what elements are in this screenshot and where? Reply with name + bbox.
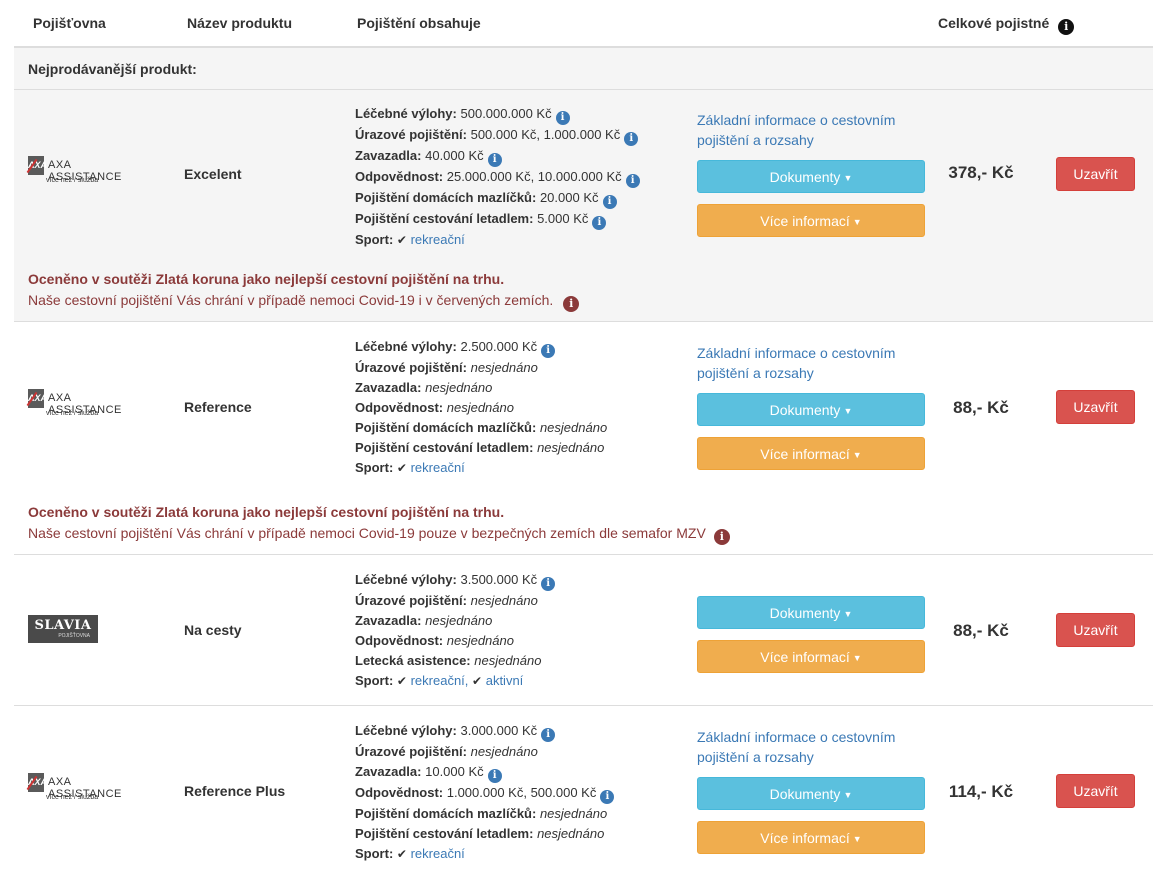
close-contract-button[interactable]: Uzavřít [1056,774,1135,808]
covid-note: Naše cestovní pojištění Vás chrání v pří… [28,290,580,312]
coverage-list: Léčebné výlohy: 3.500.000 Kč i Úrazové po… [355,570,556,691]
product-name: Na cesty [184,622,242,638]
check-icon: ✔ [396,461,407,475]
divider [14,89,1153,90]
close-contract-button[interactable]: Uzavřít [1056,613,1135,647]
axa-logo-text: AXA ASSISTANCE [48,159,122,183]
axa-logo-mark: AXA [28,156,47,175]
award-title: Oceněno v soutěži Zlatá koruna jako nejl… [28,271,505,287]
price: 88,- Kč [953,398,1009,417]
slavia-logo-tagline: POJIŠŤOVNA [58,633,90,639]
slavia-logo: SLAVIA POJIŠŤOVNA [28,615,98,643]
col-product[interactable]: Název produktu [187,15,293,31]
more-info-button[interactable]: Více informací ▼ [697,204,925,237]
check-icon: ✔ [396,674,407,688]
col-total[interactable]: Celkové pojistné i [938,15,1075,35]
col-insurer[interactable]: Pojišťovna [33,15,106,31]
info-icon[interactable]: i [487,153,502,167]
award-title: Oceněno v soutěži Zlatá koruna jako nejl… [28,504,505,520]
check-icon: ✔ [396,233,407,247]
info-icon[interactable]: i [555,111,570,125]
slavia-logo-text: SLAVIA [34,618,92,633]
basic-info-link[interactable]: Základní informace o cestovním pojištění… [697,112,896,148]
check-icon: ✔ [472,674,483,688]
price: 378,- Kč [948,163,1014,182]
price: 114,- Kč [948,782,1014,801]
info-icon[interactable]: i [541,577,556,591]
bestseller-band [14,48,1153,321]
chevron-down-icon: ▼ [852,450,862,460]
coverage-list: Léčebné výlohy: 2.500.000 Kč i Úrazové po… [355,339,608,475]
documents-button[interactable]: Dokumenty ▼ [697,160,925,193]
close-contract-button[interactable]: Uzavřít [1056,390,1135,424]
product-name: Reference [184,399,252,415]
more-info-button[interactable]: Více informací ▼ [697,640,925,673]
axa-logo-tagline: více než / služba [46,410,99,417]
table-header: Pojišťovna Název produktu Pojištění obsa… [14,0,1153,48]
axa-logo-text: AXA ASSISTANCE [48,776,122,800]
more-info-button[interactable]: Více informací ▼ [697,437,925,470]
col-total-label: Celkové pojistné [938,15,1050,31]
info-icon[interactable]: i [602,195,617,209]
award-note: Oceněno v soutěži Zlatá koruna jako nejl… [28,269,580,312]
axa-logo-tagline: více než / služba [46,794,99,801]
chevron-down-icon: ▼ [843,609,853,619]
axa-logo-tagline: více než / služba [46,177,99,184]
bestseller-label: Nejprodávanější produkt: [28,61,197,77]
close-contract-button[interactable]: Uzavřít [1056,157,1135,191]
chevron-down-icon: ▼ [843,406,853,416]
axa-logo: AXA AXA ASSISTANCE více než / služba [28,773,130,807]
axa-logo-text: AXA ASSISTANCE [48,392,122,416]
col-includes[interactable]: Pojištění obsahuje [357,15,481,31]
chevron-down-icon: ▼ [852,653,862,663]
documents-button[interactable]: Dokumenty ▼ [697,596,925,629]
axa-logo-mark: AXA [28,773,47,792]
chevron-down-icon: ▼ [843,173,853,183]
divider [14,554,1153,555]
documents-button[interactable]: Dokumenty ▼ [697,777,925,810]
chevron-down-icon: ▼ [843,790,853,800]
check-icon: ✔ [396,847,407,861]
axa-logo: AXA AXA ASSISTANCE více než / služba [28,156,130,190]
info-icon[interactable]: i [541,344,556,358]
info-icon[interactable]: i [487,769,502,783]
chevron-down-icon: ▼ [852,834,862,844]
info-icon[interactable]: i [1058,19,1075,35]
coverage-list: Léčebné výlohy: 500.000.000 Kč i Úrazové … [355,104,640,250]
price: 88,- Kč [953,621,1009,640]
award-note: Oceněno v soutěži Zlatá koruna jako nejl… [28,502,730,545]
axa-logo-mark: AXA [28,389,47,408]
documents-button[interactable]: Dokumenty ▼ [697,393,925,426]
info-icon[interactable]: i [625,174,640,188]
covid-note: Naše cestovní pojištění Vás chrání v pří… [28,523,730,545]
product-name: Excelent [184,166,242,182]
info-icon[interactable]: i [541,728,556,742]
chevron-down-icon: ▼ [852,217,862,227]
axa-logo: AXA AXA ASSISTANCE více než / služba [28,389,130,423]
info-icon[interactable]: i [592,216,607,230]
more-info-button[interactable]: Více informací ▼ [697,821,925,854]
info-icon[interactable]: i [624,132,639,146]
info-icon[interactable]: i [563,296,580,312]
basic-info-link[interactable]: Základní informace o cestovním pojištění… [697,729,896,765]
divider [14,321,1153,322]
product-name: Reference Plus [184,783,286,799]
info-icon[interactable]: i [600,790,615,804]
info-icon[interactable]: i [713,529,730,545]
coverage-list: Léčebné výlohy: 3.000.000 Kč i Úrazové po… [355,721,615,864]
divider [14,705,1153,706]
basic-info-link[interactable]: Základní informace o cestovním pojištění… [697,345,896,381]
